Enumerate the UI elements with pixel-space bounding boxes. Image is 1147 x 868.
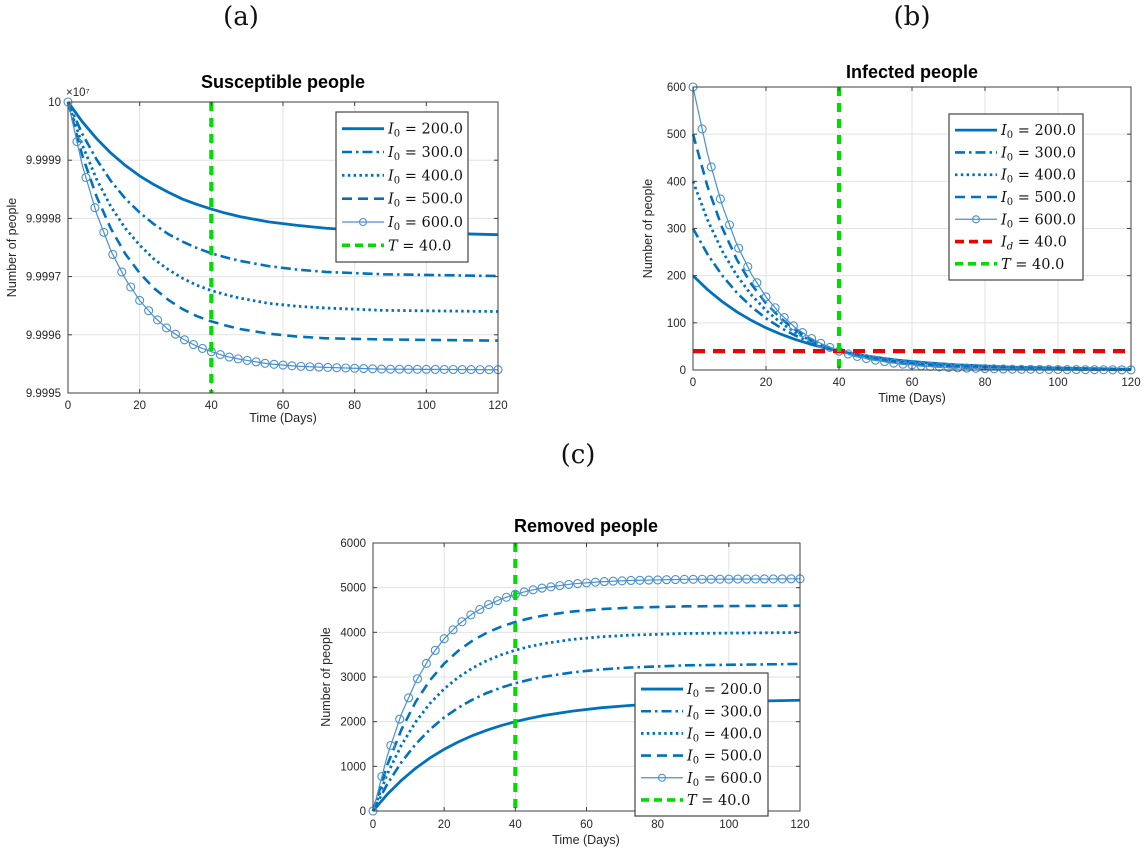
svg-text:0: 0 [370, 819, 376, 831]
chart-infected: 0 20 40 60 80 100 120 0 100 200 300 400 500 600 Infect… [641, 62, 1141, 405]
svg-text:100: 100 [417, 400, 436, 412]
svg-text:200: 200 [667, 271, 686, 283]
svg-text:120: 120 [1121, 377, 1140, 389]
y-axis-exponent: ×10⁷ [66, 87, 90, 99]
series-500.0 [371, 604, 801, 812]
panel-label-b: (b) [893, 2, 931, 32]
svg-text:40: 40 [833, 377, 846, 389]
legend-circle-marker [971, 215, 981, 224]
svg-text:9.9996: 9.9996 [26, 330, 61, 342]
svg-text:500: 500 [667, 129, 686, 141]
svg-text:60: 60 [906, 377, 919, 389]
x-axis-label: Time (Days) [249, 411, 317, 425]
svg-text:20: 20 [438, 819, 451, 831]
legend-label: I0 = 200.0 [387, 122, 463, 140]
svg-text:600: 600 [667, 82, 686, 94]
legend-label: I0 = 400.0 [686, 726, 762, 744]
svg-text:0: 0 [680, 365, 686, 377]
panel-label-a: (a) [223, 2, 259, 32]
svg-text:120: 120 [790, 819, 809, 831]
svg-text:80: 80 [979, 377, 992, 389]
tick-labels: 0 20 40 60 80 100 120 0 100 200 300 400 500 600 [667, 82, 1141, 389]
svg-text:80: 80 [651, 819, 664, 831]
chart-susceptible: 0 20 40 60 80 100 120 9.9995 9.9996 9.9997 9.9998 9… [5, 72, 508, 425]
y-axis-label: Number of people [5, 198, 19, 297]
series-600.0 [63, 97, 503, 375]
y-axis-label: Number of people [641, 179, 655, 278]
series-500.0 [66, 101, 499, 342]
svg-text:0: 0 [690, 377, 696, 389]
svg-text:9.9999: 9.9999 [26, 155, 61, 167]
legend-circle-marker [657, 773, 667, 782]
legend: I0 = 200.0 I0 = 300.0 I0 = 400.0 I0 = 500.0… [335, 111, 469, 263]
legend: I0 = 200.0 I0 = 300.0 I0 = 400.0 I0 = 500.0… [948, 113, 1084, 281]
legend-label: Id = 40.0 [1000, 235, 1067, 253]
legend-label: T = 40.0 [1001, 257, 1064, 273]
series-300.0 [371, 662, 801, 812]
legend-label: I0 = 500.0 [686, 749, 762, 767]
svg-text:60: 60 [580, 819, 593, 831]
svg-text:5000: 5000 [340, 583, 366, 595]
svg-text:4000: 4000 [340, 627, 366, 639]
svg-text:20: 20 [133, 400, 146, 412]
svg-text:2000: 2000 [340, 717, 366, 729]
legend-label: I0 = 400.0 [387, 168, 463, 186]
svg-text:40: 40 [205, 400, 218, 412]
svg-text:100: 100 [719, 819, 738, 831]
series-400.0 [371, 631, 801, 812]
legend-label: I0 = 200.0 [686, 682, 762, 700]
svg-text:0: 0 [360, 806, 366, 818]
series-300.0 [691, 227, 1132, 371]
legend-label: I0 = 600.0 [686, 771, 762, 789]
y-axis-label: Number of people [319, 627, 333, 726]
panel-label-c: (c) [560, 440, 596, 470]
series-200.0 [371, 698, 801, 812]
legend-label: I0 = 500.0 [1000, 190, 1076, 208]
svg-text:9.9997: 9.9997 [26, 272, 61, 284]
chart-title: Susceptible people [201, 72, 365, 92]
series-600.0 [688, 82, 1136, 375]
axes [67, 101, 499, 394]
legend-label: I0 = 300.0 [387, 145, 463, 163]
svg-text:3000: 3000 [340, 672, 366, 684]
svg-text:400: 400 [667, 176, 686, 188]
svg-text:0: 0 [65, 400, 71, 412]
svg-text:100: 100 [667, 318, 686, 330]
legend-circle-marker [358, 217, 368, 227]
chart-title: Infected people [846, 62, 978, 82]
svg-text:10: 10 [48, 97, 61, 109]
axes [692, 86, 1132, 371]
chart-title: Removed people [514, 516, 658, 536]
legend-label: T = 40.0 [687, 793, 750, 809]
legend-label: I0 = 200.0 [1000, 123, 1076, 141]
series-200.0 [66, 101, 499, 237]
x-axis-label: Time (Days) [878, 391, 946, 405]
svg-text:100: 100 [1048, 377, 1067, 389]
x-axis-label: Time (Days) [552, 833, 620, 847]
chart-removed: 0 20 40 60 80 100 120 0 1000 2000 3000 4000 5000 6000… [319, 516, 810, 847]
svg-text:40: 40 [509, 819, 522, 831]
axes [372, 542, 801, 812]
svg-text:6000: 6000 [340, 538, 366, 550]
legend-label: T = 40.0 [388, 238, 451, 254]
legend-label: I0 = 300.0 [1000, 145, 1076, 163]
legend-label: I0 = 600.0 [1000, 212, 1076, 230]
svg-text:60: 60 [277, 400, 290, 412]
svg-text:1000: 1000 [340, 761, 366, 773]
svg-text:9.9998: 9.9998 [26, 213, 61, 225]
legend-label: I0 = 300.0 [686, 704, 762, 722]
legend-label: I0 = 600.0 [387, 215, 463, 233]
svg-text:20: 20 [760, 377, 773, 389]
svg-text:300: 300 [667, 224, 686, 236]
tick-labels: 0 20 40 60 80 100 120 9.9995 9.9996 9.9997 9.9998 9… [26, 97, 508, 412]
legend: I0 = 200.0 I0 = 300.0 I0 = 400.0 I0 = 500.0… [634, 672, 769, 817]
svg-text:9.9995: 9.9995 [26, 388, 61, 400]
legend-label: I0 = 500.0 [387, 192, 463, 210]
svg-text:80: 80 [348, 400, 361, 412]
series-300.0 [66, 101, 499, 278]
svg-text:120: 120 [488, 400, 507, 412]
legend-label: I0 = 400.0 [1000, 168, 1076, 186]
tick-labels: 0 20 40 60 80 100 120 0 1000 2000 3000 4000 5000 6000 [340, 538, 809, 831]
